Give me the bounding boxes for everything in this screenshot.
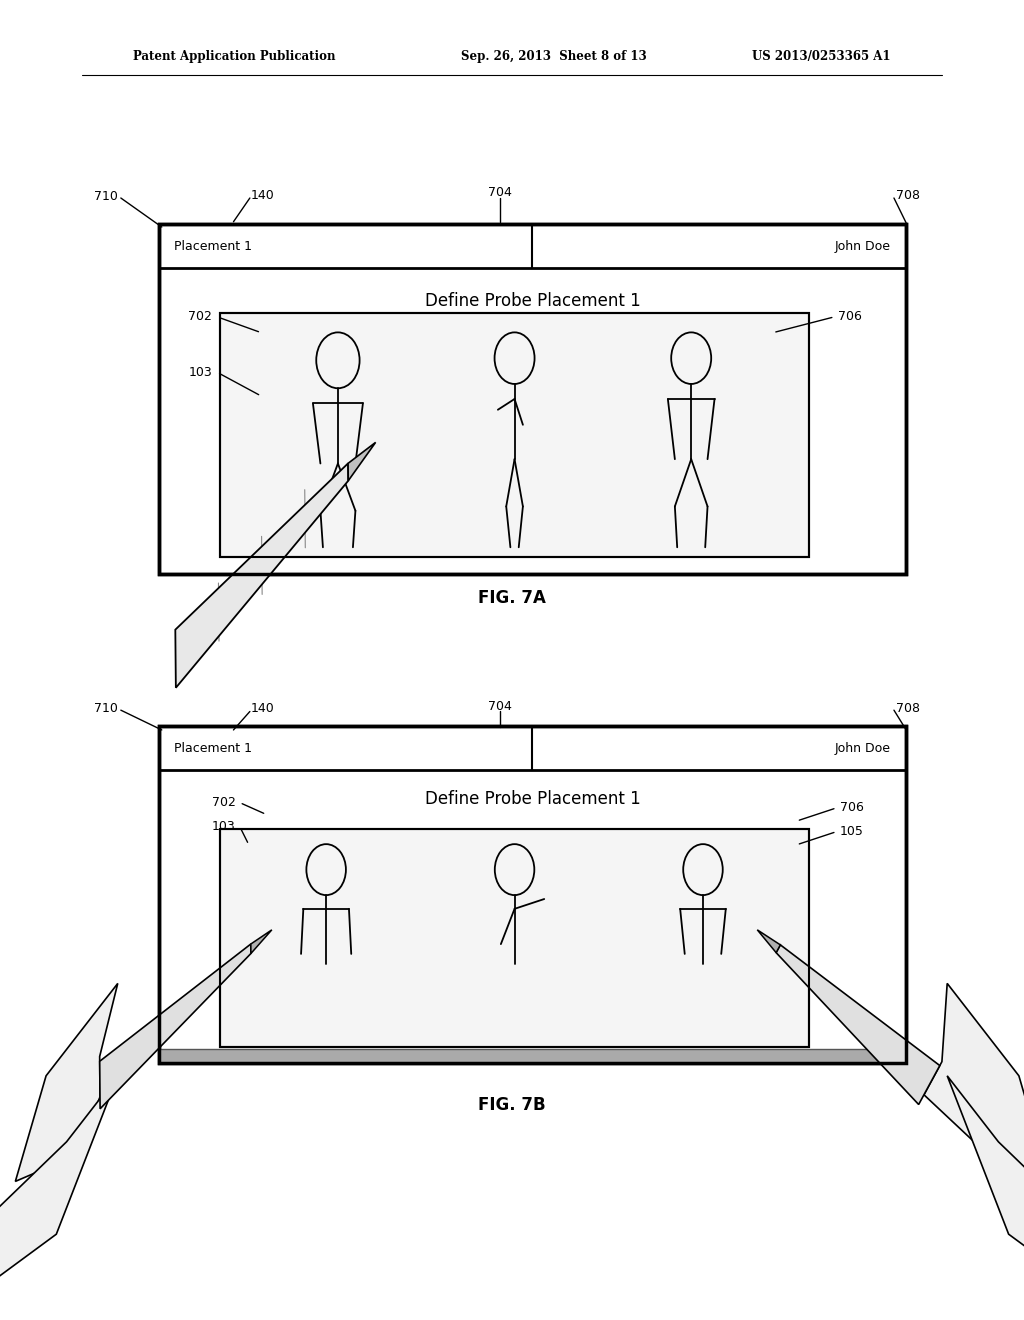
Text: 704: 704 xyxy=(487,186,512,199)
Text: 708: 708 xyxy=(896,702,920,715)
Polygon shape xyxy=(348,442,376,480)
Text: 706: 706 xyxy=(838,310,861,323)
Text: FIG. 7A: FIG. 7A xyxy=(478,589,546,607)
Text: Patent Application Publication: Patent Application Publication xyxy=(133,50,336,63)
Bar xyxy=(159,1049,906,1063)
Polygon shape xyxy=(99,944,251,1109)
Bar xyxy=(220,313,809,557)
Text: 140: 140 xyxy=(251,702,274,715)
Polygon shape xyxy=(251,929,271,953)
Text: 702: 702 xyxy=(212,796,236,809)
Text: 708: 708 xyxy=(896,189,920,202)
Text: FIG. 7B: FIG. 7B xyxy=(478,1096,546,1114)
Text: 103: 103 xyxy=(188,366,212,379)
Bar xyxy=(220,313,809,557)
Polygon shape xyxy=(947,1076,1024,1287)
Bar xyxy=(159,726,906,1063)
Text: 140: 140 xyxy=(251,189,274,202)
Polygon shape xyxy=(175,463,348,688)
Bar xyxy=(159,726,906,1063)
Bar xyxy=(159,224,906,574)
Text: Sep. 26, 2013  Sheet 8 of 13: Sep. 26, 2013 Sheet 8 of 13 xyxy=(461,50,646,63)
Polygon shape xyxy=(924,983,1024,1181)
Text: 702: 702 xyxy=(188,310,212,323)
Polygon shape xyxy=(776,945,940,1105)
Text: Placement 1: Placement 1 xyxy=(174,240,252,253)
Bar xyxy=(220,829,809,1047)
Text: 704: 704 xyxy=(487,700,512,713)
Polygon shape xyxy=(0,1076,118,1287)
Text: 105: 105 xyxy=(840,825,863,838)
Text: Define Probe Placement 1: Define Probe Placement 1 xyxy=(425,292,640,310)
Text: 103: 103 xyxy=(212,820,236,833)
Polygon shape xyxy=(758,929,780,953)
Polygon shape xyxy=(15,983,118,1181)
Text: John Doe: John Doe xyxy=(835,240,891,253)
Text: 706: 706 xyxy=(840,801,863,814)
Text: 710: 710 xyxy=(94,190,118,203)
Text: John Doe: John Doe xyxy=(835,742,891,755)
Bar xyxy=(220,829,809,1047)
Bar xyxy=(159,224,906,574)
Text: US 2013/0253365 A1: US 2013/0253365 A1 xyxy=(753,50,891,63)
Text: Define Probe Placement 1: Define Probe Placement 1 xyxy=(425,789,640,808)
Text: 710: 710 xyxy=(94,702,118,715)
Text: Placement 1: Placement 1 xyxy=(174,742,252,755)
